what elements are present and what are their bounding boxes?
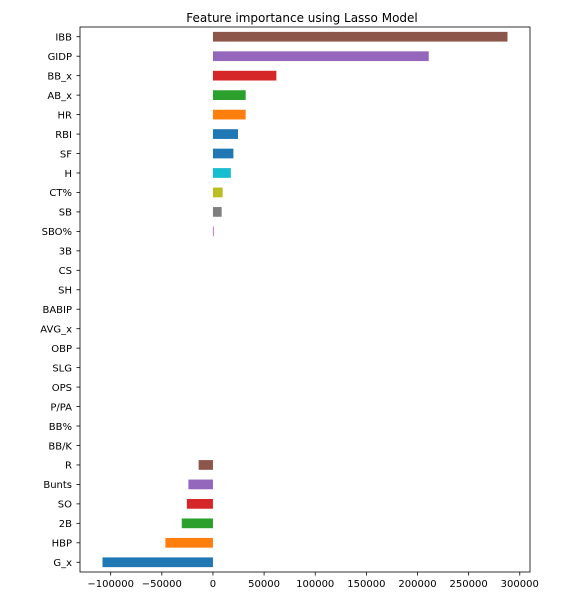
y-tick-label: BB% xyxy=(49,422,72,433)
y-tick-label: SH xyxy=(58,286,72,297)
bar-sbo- xyxy=(213,227,214,237)
y-tick-label: IBB xyxy=(55,33,72,44)
bar-bunts xyxy=(188,480,213,490)
bar-g-x xyxy=(103,557,213,567)
y-tick-label: Bunts xyxy=(43,480,72,491)
bar-h xyxy=(213,168,231,178)
y-tick-label: OPS xyxy=(52,383,72,394)
y-tick-label: AB_x xyxy=(47,91,72,102)
y-tick-label: HR xyxy=(58,110,73,121)
x-tick-label: 200000 xyxy=(398,579,436,590)
x-tick-label: −100000 xyxy=(87,579,134,590)
bar-gidp xyxy=(213,51,429,61)
x-tick-label: 0 xyxy=(210,579,216,590)
y-tick-label: HBP xyxy=(52,539,72,550)
y-tick-label: OBP xyxy=(51,344,72,355)
bars-layer xyxy=(103,32,508,567)
bar-hr xyxy=(213,110,246,120)
bar-sf xyxy=(213,149,233,159)
bar-ct- xyxy=(213,188,223,198)
bar-ab-x xyxy=(213,90,246,100)
bar-ibb xyxy=(213,32,508,42)
bar-rbi xyxy=(213,129,238,139)
x-tick-label: 100000 xyxy=(296,579,334,590)
y-tick-label: R xyxy=(65,461,72,472)
y-tick-label: G_x xyxy=(53,558,72,569)
axes-layer: IBB GIDP BB_x AB_x HR RBI SF H CT% SB SBO% 3B CS SH BA… xyxy=(40,27,539,590)
y-tick-label: AVG_x xyxy=(40,324,72,335)
y-tick-label: SB xyxy=(59,208,72,219)
y-tick-label: GIDP xyxy=(48,52,72,63)
y-tick-label: P/PA xyxy=(50,402,72,413)
plot-frame xyxy=(80,27,530,572)
bar-r xyxy=(199,460,213,470)
bar-2b xyxy=(182,518,213,528)
y-tick-label: 2B xyxy=(59,519,72,530)
y-tick-label: 3B xyxy=(59,247,72,258)
y-tick-label: SO xyxy=(58,500,72,511)
y-tick-label: SF xyxy=(60,149,72,160)
y-tick-label: CS xyxy=(59,266,72,277)
y-tick-label: SBO% xyxy=(42,227,72,238)
bar-sb xyxy=(213,207,222,217)
y-tick-label: RBI xyxy=(55,130,72,141)
y-tick-label: BB_x xyxy=(47,71,72,82)
y-tick-label: SLG xyxy=(52,363,72,374)
y-tick-label: BABIP xyxy=(42,305,72,316)
x-tick-label: 250000 xyxy=(450,579,488,590)
y-tick-label: CT% xyxy=(49,188,72,199)
bar-bb-x xyxy=(213,71,276,81)
y-tick-label: BB/K xyxy=(48,441,72,452)
x-tick-label: 150000 xyxy=(347,579,385,590)
bar-hbp xyxy=(165,538,213,548)
chart-title: Feature importance using Lasso Model xyxy=(186,11,418,25)
x-tick-label: 50000 xyxy=(248,579,280,590)
y-tick-label: H xyxy=(64,169,72,180)
x-tick-label: 300000 xyxy=(501,579,539,590)
x-tick-label: −50000 xyxy=(142,579,182,590)
bar-so xyxy=(187,499,213,509)
